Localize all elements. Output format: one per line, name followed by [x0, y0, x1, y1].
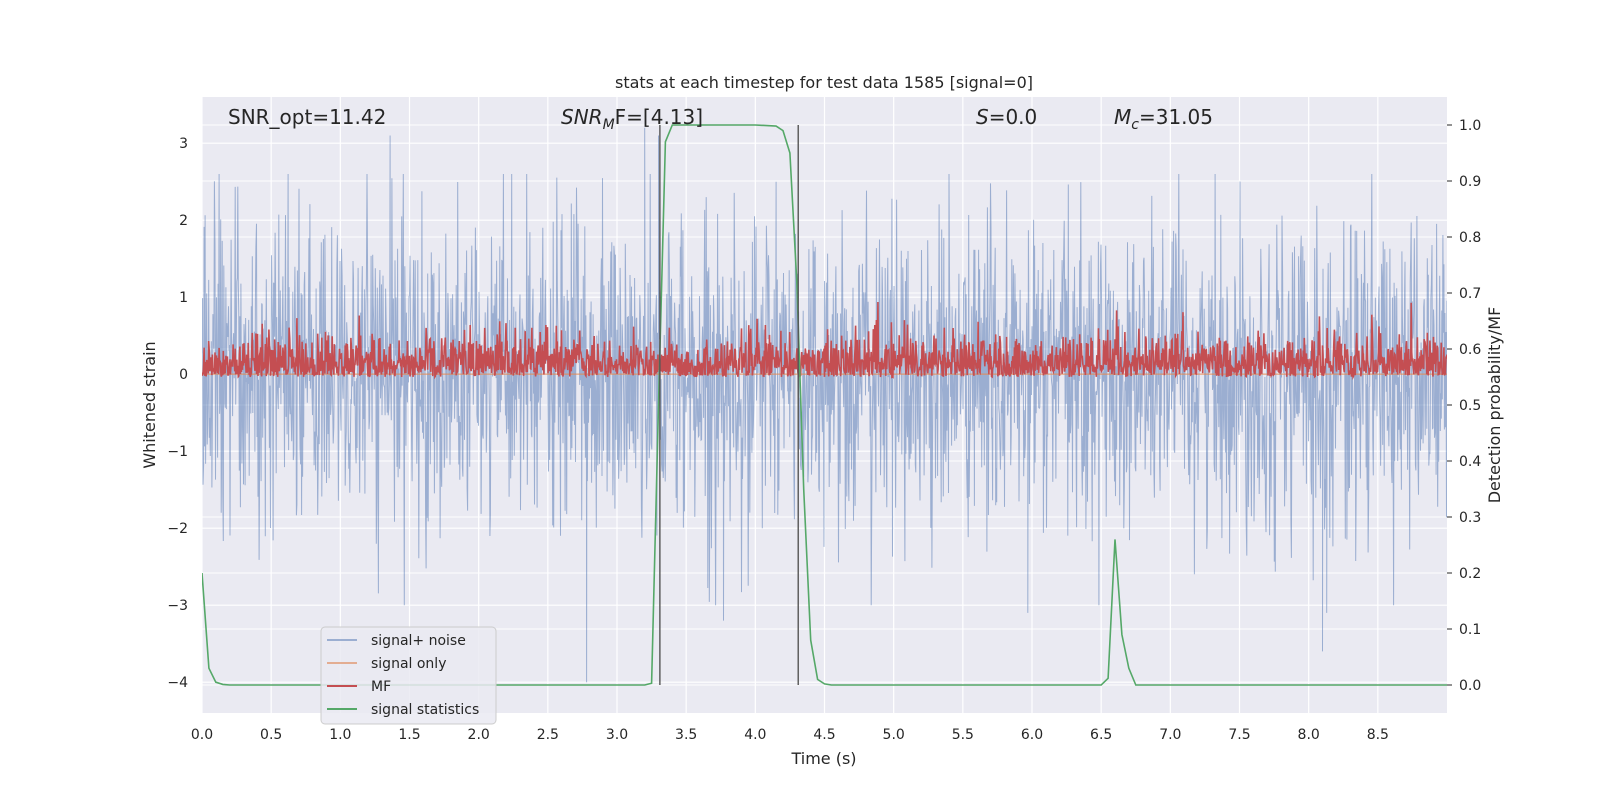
s-value: =0.0	[989, 105, 1038, 129]
legend-label-mf: MF	[371, 679, 391, 695]
legend-label-signal-only: signal only	[371, 656, 446, 672]
y-tick-label: 3	[179, 136, 188, 152]
y2-tick-label: 0.1	[1459, 622, 1481, 638]
legend-label-signal-statistics: signal statistics	[371, 702, 479, 718]
y-tick-label: 1	[179, 290, 188, 306]
annotation-snr-opt: SNR_opt=11.42	[228, 105, 386, 129]
x-tick-label: 4.0	[744, 727, 766, 743]
y2-tick-label: 0.4	[1459, 454, 1481, 470]
annotation-s: S=0.0	[976, 105, 1037, 129]
y2-tick-label: 0.0	[1459, 678, 1481, 694]
y-tick-label: −2	[167, 521, 188, 537]
y2-axis-ticks: 0.0 0.1 0.2 0.3 0.4 0.5 0.6 0.7 0.8 0.9 1.0	[1447, 118, 1481, 694]
x-tick-label: 0.5	[260, 727, 282, 743]
legend-label-signal-noise: signal+ noise	[371, 633, 466, 649]
series-line-signal-noise	[202, 127, 1447, 683]
y-tick-label: −3	[167, 598, 188, 614]
x-tick-label: 5.5	[952, 727, 974, 743]
snr-mf-prefix: SNR	[561, 105, 603, 129]
y2-tick-label: 0.2	[1459, 566, 1481, 582]
y2-axis-label: Detection probability/MF	[1485, 307, 1504, 504]
y-tick-label: 2	[179, 213, 188, 229]
y-tick-label: −1	[167, 444, 188, 460]
x-tick-label: 7.0	[1159, 727, 1181, 743]
mc-subscript: c	[1131, 117, 1139, 133]
series-line-mf	[202, 301, 1447, 381]
x-tick-label: 8.5	[1367, 727, 1389, 743]
x-tick-label: 1.0	[329, 727, 351, 743]
s-prefix: S	[976, 105, 989, 129]
x-tick-label: 2.0	[468, 727, 490, 743]
y2-tick-label: 0.9	[1459, 174, 1481, 190]
x-tick-label: 6.5	[1090, 727, 1112, 743]
x-tick-label: 4.5	[813, 727, 835, 743]
y-axis-ticks: −4 −3 −2 −1 0 1 2 3	[167, 136, 188, 691]
legend: signal+ noise signal only MF signal stat…	[320, 626, 497, 725]
y2-tick-label: 1.0	[1459, 118, 1481, 134]
x-axis-ticks: 0.0 0.5 1.0 1.5 2.0 2.5 3.0 3.5 4.0 4.5 5.0 5.5 6.0 6…	[191, 727, 1389, 743]
x-tick-label: 2.5	[537, 727, 559, 743]
x-tick-label: 3.5	[675, 727, 697, 743]
series-layer	[202, 124, 1447, 686]
y-tick-label: −4	[167, 675, 188, 691]
chart-title: stats at each timestep for test data 158…	[615, 73, 1033, 92]
x-tick-label: 7.5	[1228, 727, 1250, 743]
mc-value: =31.05	[1139, 105, 1213, 129]
y-tick-label: 0	[179, 367, 188, 383]
x-axis-label: Time (s)	[790, 749, 856, 768]
x-tick-label: 8.0	[1298, 727, 1320, 743]
y2-tick-label: 0.8	[1459, 230, 1481, 246]
annotation-mc: Mc=31.05	[1114, 105, 1213, 133]
y2-tick-label: 0.6	[1459, 342, 1481, 358]
mc-prefix: M	[1114, 105, 1131, 129]
x-tick-label: 0.0	[191, 727, 213, 743]
y2-tick-label: 0.7	[1459, 286, 1481, 302]
snr-mf-suffix: F=[4.13]	[615, 105, 703, 129]
snr-mf-subscript: M	[603, 117, 615, 133]
x-tick-label: 6.0	[1021, 727, 1043, 743]
legend-box	[320, 626, 497, 725]
y2-tick-label: 0.3	[1459, 510, 1481, 526]
x-tick-label: 1.5	[398, 727, 420, 743]
series-line-signal-statistics	[202, 124, 1447, 686]
y-axis-label: Whitened strain	[140, 341, 159, 468]
x-tick-label: 5.0	[883, 727, 905, 743]
annotation-snr-mf: SNRMF=[4.13]	[561, 105, 703, 133]
x-tick-label: 3.0	[606, 727, 628, 743]
y2-tick-label: 0.5	[1459, 398, 1481, 414]
